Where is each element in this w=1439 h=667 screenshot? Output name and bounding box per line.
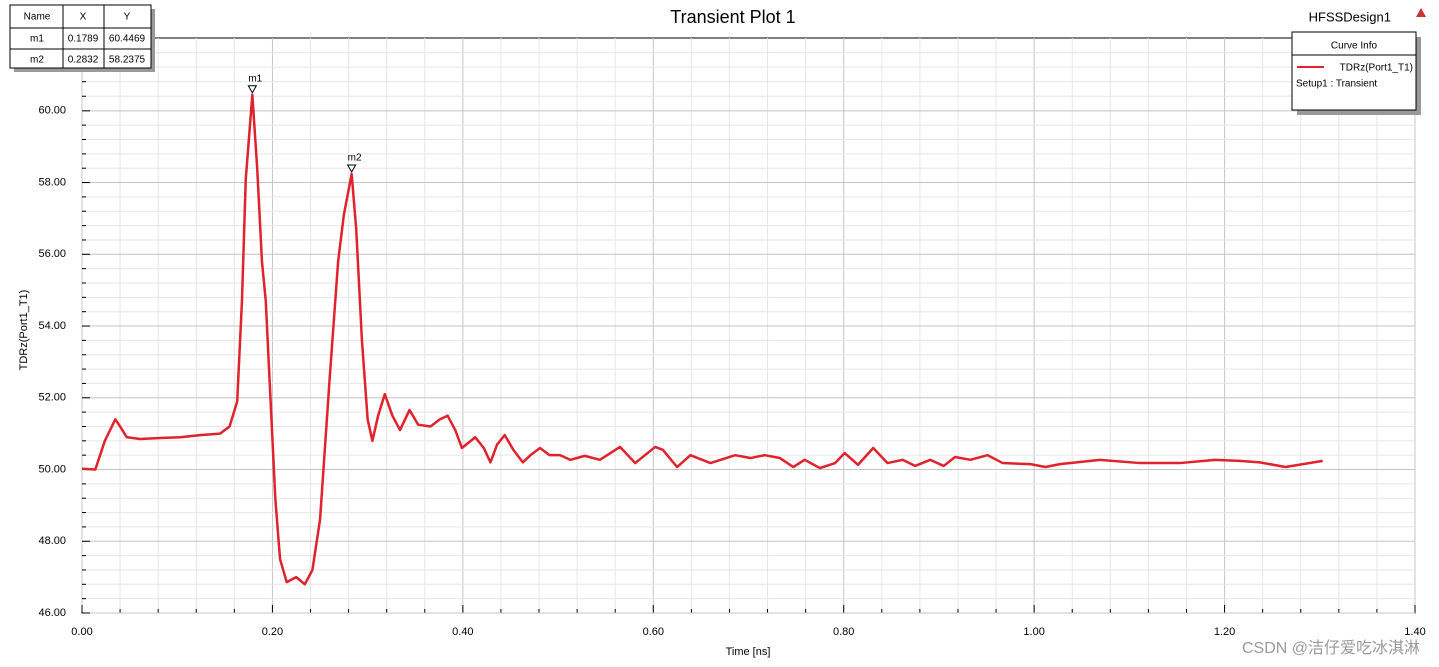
marker-table: Name X Ym1 0.1789 60.4469 m2 0.2832 58.2375 bbox=[9, 4, 152, 69]
table-header: Name bbox=[24, 12, 51, 23]
series-line bbox=[81, 93, 1323, 586]
legend bbox=[1291, 31, 1417, 111]
y-tick-label: 60.00 bbox=[38, 105, 66, 117]
watermark: CSDN @洁仔爱吃冰淇淋 bbox=[1242, 639, 1420, 657]
legend-subtitle: Setup1 : Transient bbox=[1296, 79, 1377, 90]
design-name: HFSSDesign1 bbox=[1309, 9, 1391, 24]
y-axis-label: TDRz(Port1_T1) bbox=[18, 290, 30, 371]
y-tick-label: 54.00 bbox=[38, 320, 66, 332]
y-tick-label: 52.00 bbox=[38, 392, 66, 404]
marker-table-frame bbox=[9, 4, 152, 69]
y-tick-label: 48.00 bbox=[38, 535, 66, 547]
legend-entry: TDRz(Port1_T1) bbox=[1340, 63, 1413, 74]
table-cell: 0.1789 bbox=[68, 34, 99, 45]
marker-label: m2 bbox=[348, 153, 362, 164]
table-header: Y bbox=[124, 12, 131, 23]
x-tick-label: 0.00 bbox=[71, 626, 92, 638]
marker-label: m1 bbox=[248, 73, 262, 84]
table-cell: 58.2375 bbox=[109, 55, 146, 66]
plot-content: m1 m2 bbox=[81, 73, 1323, 586]
x-tick-label: 1.20 bbox=[1214, 626, 1235, 638]
table-cell: m2 bbox=[30, 55, 44, 66]
table-cell: 60.4469 bbox=[109, 34, 146, 45]
marker-triangle bbox=[346, 164, 357, 174]
chart-title: Transient Plot 1 bbox=[670, 7, 795, 27]
x-axis-label: Time [ns] bbox=[726, 646, 771, 658]
x-tick-label: 0.60 bbox=[643, 626, 664, 638]
x-tick-label: 0.20 bbox=[262, 626, 283, 638]
table-cell: m1 bbox=[30, 34, 44, 45]
x-tick-label: 0.40 bbox=[452, 626, 473, 638]
y-tick-label: 56.00 bbox=[38, 248, 66, 260]
x-tick-label: 1.00 bbox=[1023, 626, 1044, 638]
table-cell: 0.2832 bbox=[68, 55, 99, 66]
y-tick-label: 46.00 bbox=[38, 607, 66, 619]
table-header: X bbox=[80, 12, 87, 23]
plot-area bbox=[81, 37, 1416, 614]
legend-title: Curve Info bbox=[1331, 41, 1378, 52]
x-tick-label: 1.40 bbox=[1404, 626, 1425, 638]
y-tick-label: 58.00 bbox=[38, 176, 66, 188]
x-tick-label: 0.80 bbox=[833, 626, 854, 638]
design-icon bbox=[1416, 8, 1426, 17]
y-tick-label: 50.00 bbox=[38, 463, 66, 475]
marker-triangle bbox=[247, 85, 258, 94]
